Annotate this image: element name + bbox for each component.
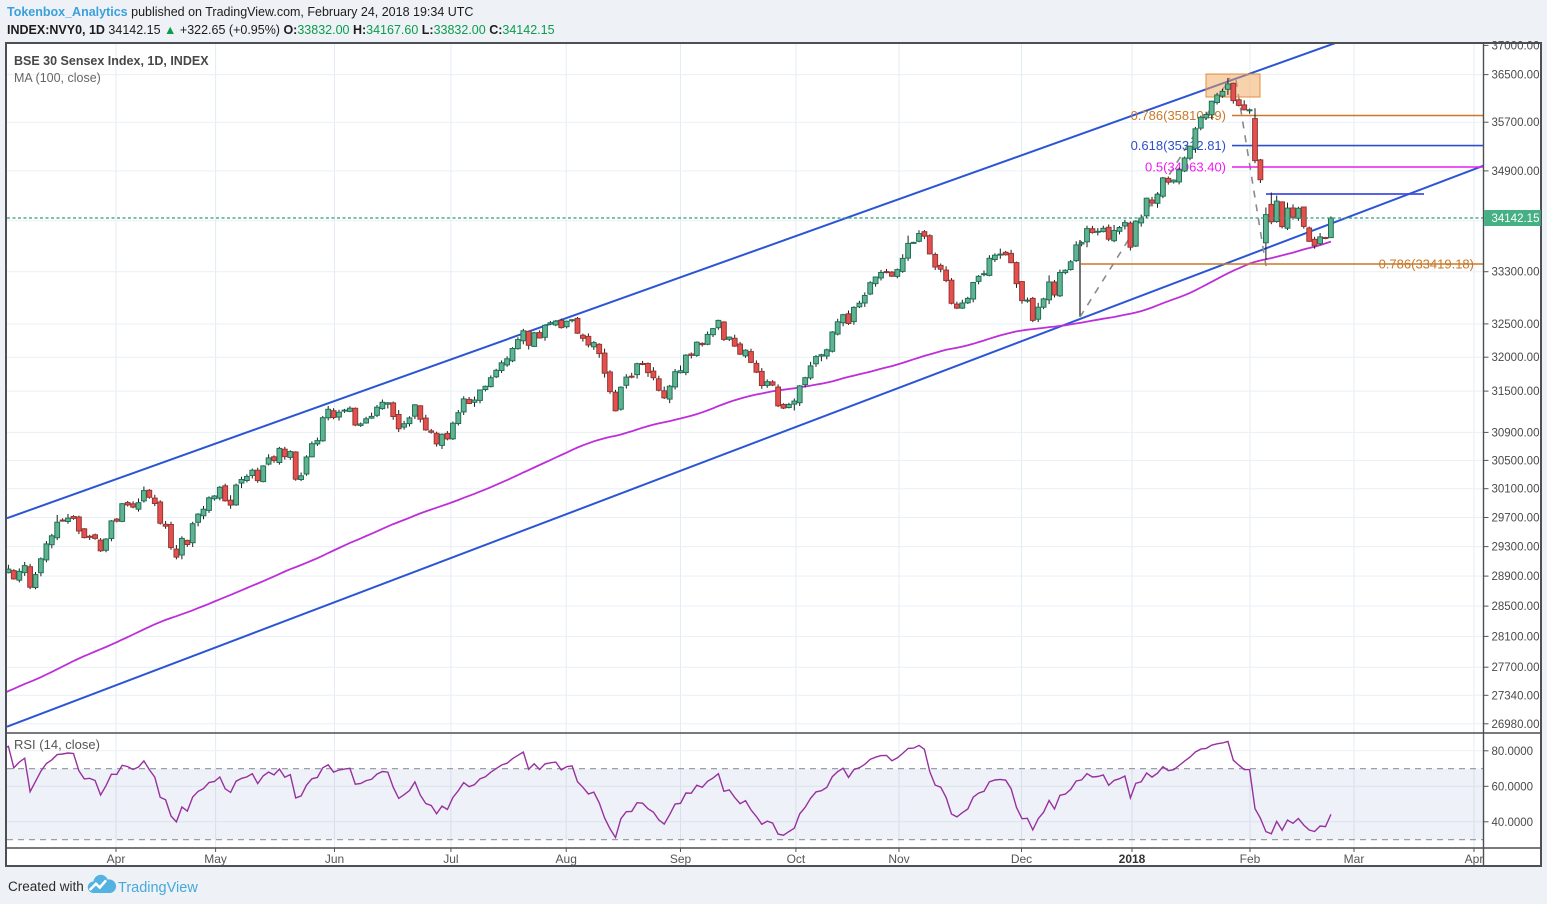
svg-text:TradingView: TradingView	[118, 880, 198, 896]
svg-text:29300.00: 29300.00	[1492, 542, 1540, 554]
svg-text:27340.00: 27340.00	[1492, 690, 1540, 702]
svg-text:RSI (14, close): RSI (14, close)	[14, 737, 100, 752]
svg-text:Nov: Nov	[888, 852, 909, 866]
svg-text:Apr: Apr	[107, 852, 126, 866]
svg-text:36500.00: 36500.00	[1492, 70, 1540, 82]
svg-text:35700.00: 35700.00	[1492, 117, 1540, 129]
svg-text:60.0000: 60.0000	[1492, 781, 1534, 793]
svg-text:INDEX:NVY0, 1D 34142.15 ▲ +32: INDEX:NVY0, 1D 34142.15 ▲ +322.65 (+0.95…	[7, 23, 555, 37]
svg-text:30100.00: 30100.00	[1492, 484, 1540, 496]
svg-text:34900.00: 34900.00	[1492, 166, 1540, 178]
svg-text:29700.00: 29700.00	[1492, 513, 1540, 525]
svg-text:Sep: Sep	[670, 852, 692, 866]
svg-text:28900.00: 28900.00	[1492, 571, 1540, 583]
svg-text:Aug: Aug	[556, 852, 577, 866]
svg-text:27700.00: 27700.00	[1492, 662, 1540, 674]
svg-text:2018: 2018	[1119, 852, 1146, 866]
svg-text:Apr: Apr	[1465, 852, 1484, 866]
svg-text:May: May	[204, 852, 227, 866]
svg-text:31500.00: 31500.00	[1492, 386, 1540, 398]
svg-text:30900.00: 30900.00	[1492, 427, 1540, 439]
svg-text:26980.00: 26980.00	[1492, 719, 1540, 731]
svg-text:32000.00: 32000.00	[1492, 352, 1540, 364]
svg-text:Oct: Oct	[787, 852, 806, 866]
svg-text:Jun: Jun	[325, 852, 344, 866]
svg-text:Created with: Created with	[8, 879, 84, 894]
svg-text:30500.00: 30500.00	[1492, 455, 1540, 467]
svg-text:37000.00: 37000.00	[1492, 40, 1540, 52]
svg-text:34142.15: 34142.15	[1492, 213, 1540, 225]
svg-text:40.0000: 40.0000	[1492, 817, 1534, 829]
svg-text:Feb: Feb	[1240, 852, 1261, 866]
svg-text:BSE 30 Sensex Index, 1D, INDEX: BSE 30 Sensex Index, 1D, INDEX	[14, 54, 209, 68]
svg-text:33300.00: 33300.00	[1492, 267, 1540, 279]
svg-text:0.786(33419.18): 0.786(33419.18)	[1379, 257, 1474, 272]
svg-text:32500.00: 32500.00	[1492, 319, 1540, 331]
svg-text:0.618(35312.81): 0.618(35312.81)	[1131, 138, 1226, 153]
svg-text:Dec: Dec	[1011, 852, 1032, 866]
svg-text:Tokenbox_Analytics published o: Tokenbox_Analytics published on TradingV…	[7, 5, 473, 19]
svg-text:MA (100, close): MA (100, close)	[14, 71, 101, 85]
svg-text:80.0000: 80.0000	[1492, 746, 1534, 758]
svg-text:Jul: Jul	[443, 852, 458, 866]
svg-text:Mar: Mar	[1344, 852, 1365, 866]
svg-text:28100.00: 28100.00	[1492, 631, 1540, 643]
svg-text:28500.00: 28500.00	[1492, 601, 1540, 613]
